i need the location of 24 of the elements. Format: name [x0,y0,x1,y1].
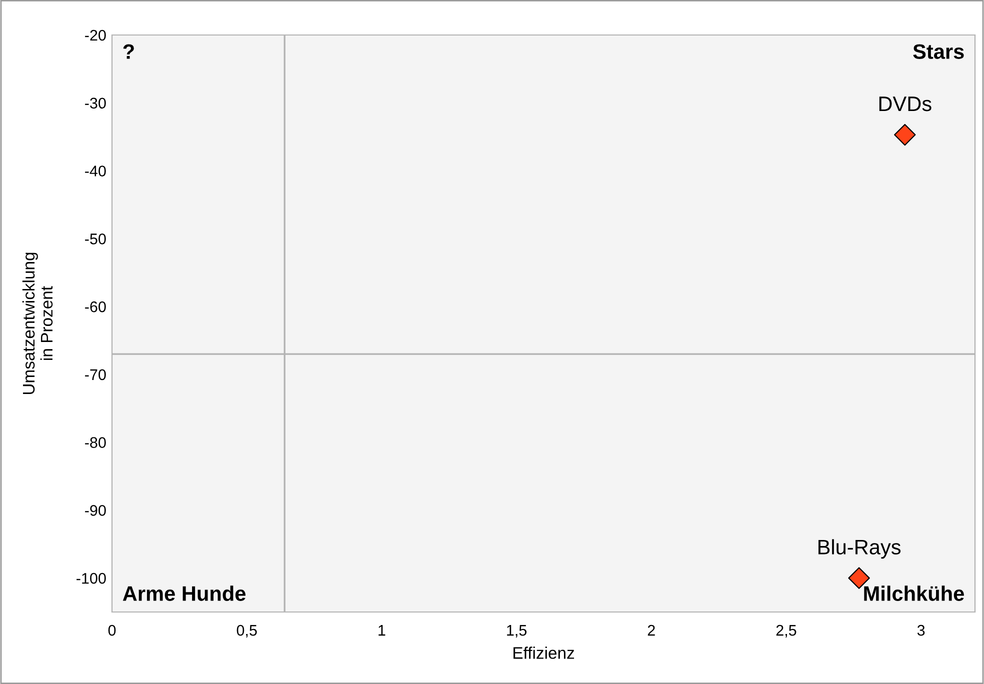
y-axis-title: Umsatzentwicklung in Prozent [22,252,53,394]
x-tick-label: 3 [917,624,925,636]
x-tick-label: 1 [378,625,386,636]
y-tick-label: -70 [85,369,106,380]
y-tick-label: -60 [85,301,106,312]
y-tick-label: -90 [85,505,106,516]
x-tick-label: 1,5 [507,625,527,638]
x-tick-label: 2,5 [776,624,796,638]
x-tick-label: 2 [648,624,655,636]
y-tick-label: -80 [85,437,106,448]
annotation: DVDs [879,96,932,112]
annotation: Blu-Rays [818,539,901,559]
y-tick-label: -20 [85,30,106,41]
y-tick-label: -100 [76,572,106,584]
y-tick-label: -40 [85,166,106,176]
y-tick-label: -30 [85,98,106,109]
annotation: Arme Hunde [122,586,246,601]
annotation: ? [123,44,134,59]
x-tick-label: 0,5 [236,624,257,638]
annotation: Milchkühe [864,586,964,601]
x-tick-label: 0 [108,624,116,636]
annotation: Stars [913,44,964,59]
x-axis-title: Effizienz [514,646,574,659]
y-tick-label: -50 [85,234,106,244]
